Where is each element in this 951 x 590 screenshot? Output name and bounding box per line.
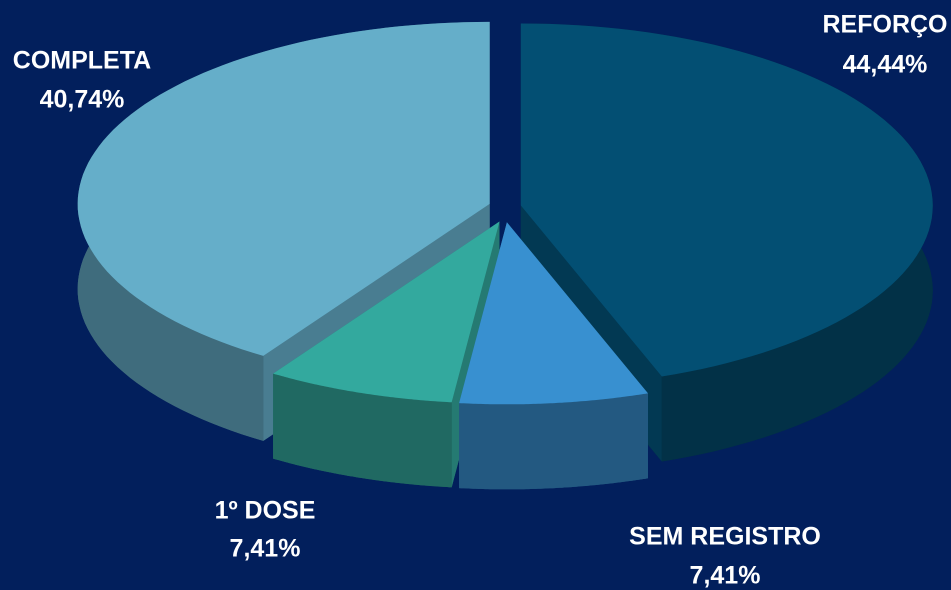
slice-value-label: 40,74% <box>40 86 125 114</box>
slice-value-label: 7,41% <box>230 535 301 563</box>
slice <box>459 222 648 405</box>
slice-label: 1º DOSE <box>215 497 316 525</box>
slice-label: SEM REGISTRO <box>629 523 821 551</box>
slice-value-label: 7,41% <box>690 562 761 590</box>
slice-label: COMPLETA <box>13 47 151 75</box>
pie <box>77 21 933 490</box>
slice <box>273 221 500 403</box>
slice-side <box>273 373 452 488</box>
slice-label: REFORÇO <box>823 11 948 39</box>
slice-side <box>459 393 648 490</box>
slice <box>520 23 933 377</box>
slice-value-label: 44,44% <box>843 51 928 79</box>
slice <box>77 21 490 356</box>
